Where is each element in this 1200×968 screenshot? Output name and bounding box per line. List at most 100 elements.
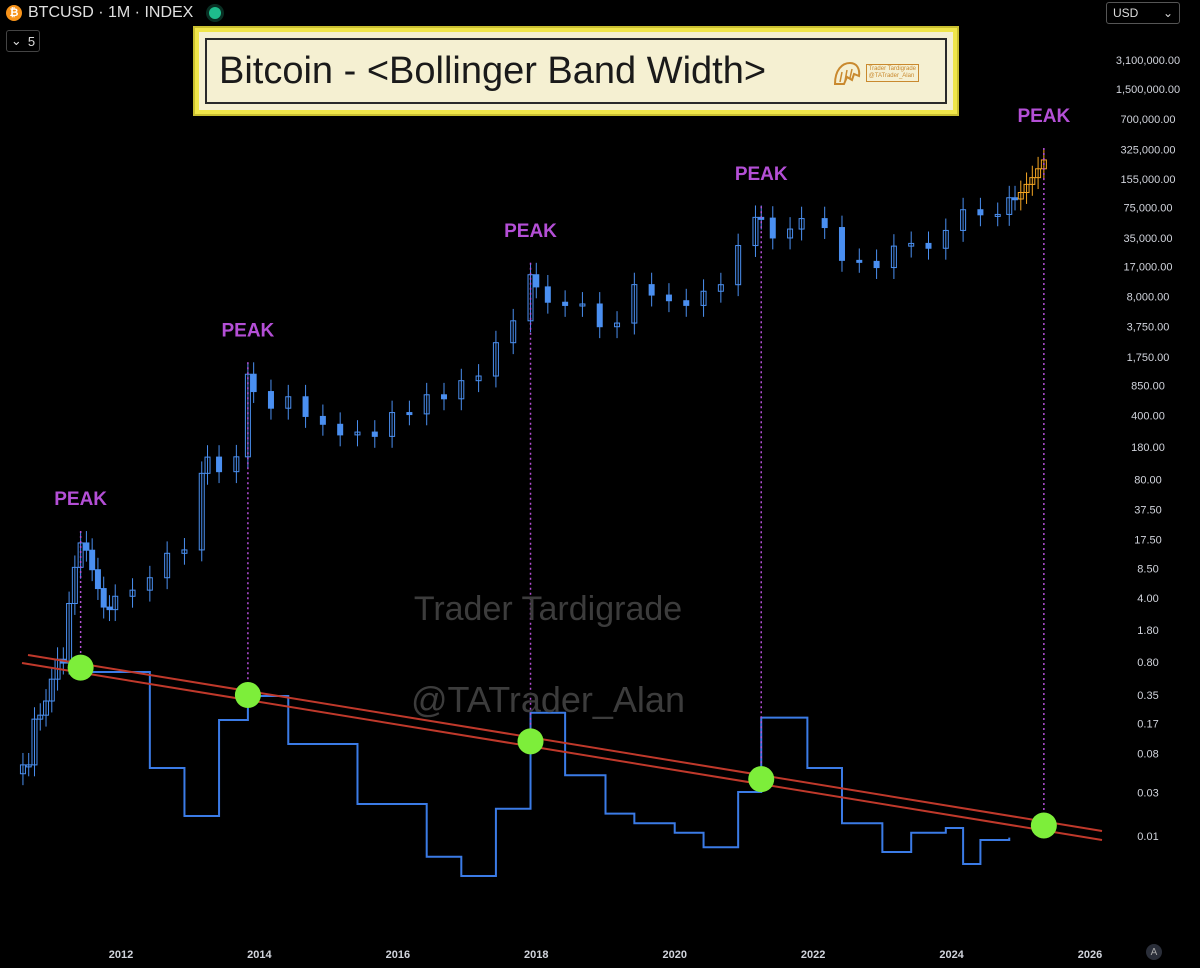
candle-body xyxy=(596,303,603,328)
candle-body xyxy=(717,284,724,292)
price-tick-label: 17,000.00 xyxy=(1124,262,1173,274)
tardigrade-logo-icon xyxy=(833,61,860,85)
bbw-line xyxy=(80,671,1011,877)
candle-body xyxy=(977,209,984,216)
candle-body xyxy=(798,218,805,230)
candle-body xyxy=(112,595,119,611)
candle-body xyxy=(665,294,672,302)
candle-body xyxy=(337,423,344,436)
peak-label: PEAK xyxy=(1017,106,1070,127)
time-tick-label: 2014 xyxy=(247,949,272,961)
price-tick-label: 3,100,000.00 xyxy=(1116,55,1180,67)
candle-body xyxy=(960,209,967,231)
price-tick-label: 75,000.00 xyxy=(1124,203,1173,215)
watermark-handle: @TATrader_Alan xyxy=(411,679,685,720)
candle-body xyxy=(1006,197,1013,215)
candle-body xyxy=(458,380,465,400)
auto-scale-button[interactable]: A xyxy=(1146,944,1162,960)
time-axis[interactable]: 2012 2014 2016 2018 2020 2022 2024 2026 xyxy=(109,949,1102,961)
candle-body xyxy=(492,342,499,377)
peak-annotations: PEAK PEAK PEAK PEAK PEAK xyxy=(54,106,1071,839)
candle-body xyxy=(544,286,551,303)
candle-body xyxy=(25,764,32,768)
candle-body xyxy=(614,322,621,328)
peak-marker xyxy=(748,766,775,793)
price-tick-label: 155,000.00 xyxy=(1120,174,1175,186)
candle-body xyxy=(319,415,326,425)
candle-body xyxy=(71,566,78,605)
candle-body xyxy=(37,714,44,720)
watermark-name: Trader Tardigrade xyxy=(414,590,682,628)
candle-body xyxy=(735,245,742,286)
price-tick-label: 400.00 xyxy=(1131,410,1165,422)
price-tick-label: 4.00 xyxy=(1137,593,1158,605)
price-tick-label: 0.03 xyxy=(1137,787,1158,799)
trendline-upper xyxy=(27,654,1103,832)
candle-body xyxy=(267,391,274,409)
price-tick-label: 0.35 xyxy=(1137,690,1158,702)
time-tick-label: 2024 xyxy=(939,949,964,961)
symbol-header[interactable]: ₿ BTCUSD · 1M · INDEX xyxy=(6,2,222,24)
candle-body xyxy=(1023,183,1030,194)
candle-body xyxy=(562,301,569,306)
price-tick-label: 0.17 xyxy=(1137,719,1158,731)
candle-body xyxy=(250,373,257,393)
candle-body xyxy=(31,718,38,766)
peak-marker xyxy=(67,654,94,681)
peak-marker xyxy=(234,682,261,709)
candle-body xyxy=(510,320,517,344)
candle-body xyxy=(631,284,638,324)
chart-title: Bitcoin - <Bollinger Band Width> xyxy=(219,49,767,92)
candle-body xyxy=(475,375,482,382)
candle-body xyxy=(1017,192,1024,200)
currency-select[interactable]: USD ⌄ xyxy=(1106,2,1180,24)
price-axis[interactable]: 3,100,000.00 1,500,000.00 700,000.00 325,00… xyxy=(1116,55,1180,843)
trendline-lower xyxy=(21,662,1103,841)
candle-body xyxy=(423,394,430,415)
peak-label: PEAK xyxy=(221,320,274,341)
collapse-indicators-button[interactable]: ⌄ 5 xyxy=(6,30,40,52)
candle-body xyxy=(856,259,863,263)
time-tick-label: 2012 xyxy=(109,949,133,961)
candle-body xyxy=(164,552,171,579)
peak-label: PEAK xyxy=(504,221,557,242)
candle-body xyxy=(302,396,309,417)
price-tick-label: 0.01 xyxy=(1137,831,1158,843)
candle-body xyxy=(648,284,655,296)
chevron-down-icon: ⌄ xyxy=(10,33,22,48)
price-tick-label: 180.00 xyxy=(1131,442,1165,454)
price-tick-label: 8.50 xyxy=(1137,563,1158,575)
candle-body xyxy=(579,303,586,307)
candle-body xyxy=(181,549,188,554)
candle-body xyxy=(129,589,136,597)
candle-body xyxy=(908,242,915,247)
time-tick-label: 2016 xyxy=(386,949,410,961)
candle-body xyxy=(769,217,776,239)
symbol-label[interactable]: BTCUSD · 1M · INDEX xyxy=(28,4,194,21)
bitcoin-icon: ₿ xyxy=(6,5,22,21)
candle-body xyxy=(994,213,1001,217)
candle-body xyxy=(1035,168,1042,179)
candle-body xyxy=(389,412,396,437)
candle-body xyxy=(83,542,90,551)
candle-body xyxy=(873,260,880,269)
price-tick-label: 17.50 xyxy=(1134,535,1162,547)
time-tick-label: 2022 xyxy=(801,949,825,961)
price-tick-label: 1,750.00 xyxy=(1127,352,1170,364)
title-frame: Bitcoin - <Bollinger Band Width> Trader … xyxy=(205,38,947,104)
logo-line2: @TATrader_Alan xyxy=(868,73,915,79)
candle-body xyxy=(198,472,205,551)
candle-body xyxy=(146,577,153,591)
chevron-down-icon: ⌄ xyxy=(1162,6,1173,20)
price-tick-label: 8,000.00 xyxy=(1127,292,1170,304)
time-tick-label: 2020 xyxy=(662,949,686,961)
price-tick-label: 35,000.00 xyxy=(1124,233,1173,245)
candle-body xyxy=(406,412,413,416)
peak-label: PEAK xyxy=(735,164,788,185)
candle-body xyxy=(233,456,240,473)
brand-logo: Trader Tardigrade @TATrader_Alan xyxy=(832,60,919,86)
price-tick-label: 850.00 xyxy=(1131,381,1165,393)
candle-body xyxy=(94,569,101,590)
candle-body xyxy=(43,700,50,716)
